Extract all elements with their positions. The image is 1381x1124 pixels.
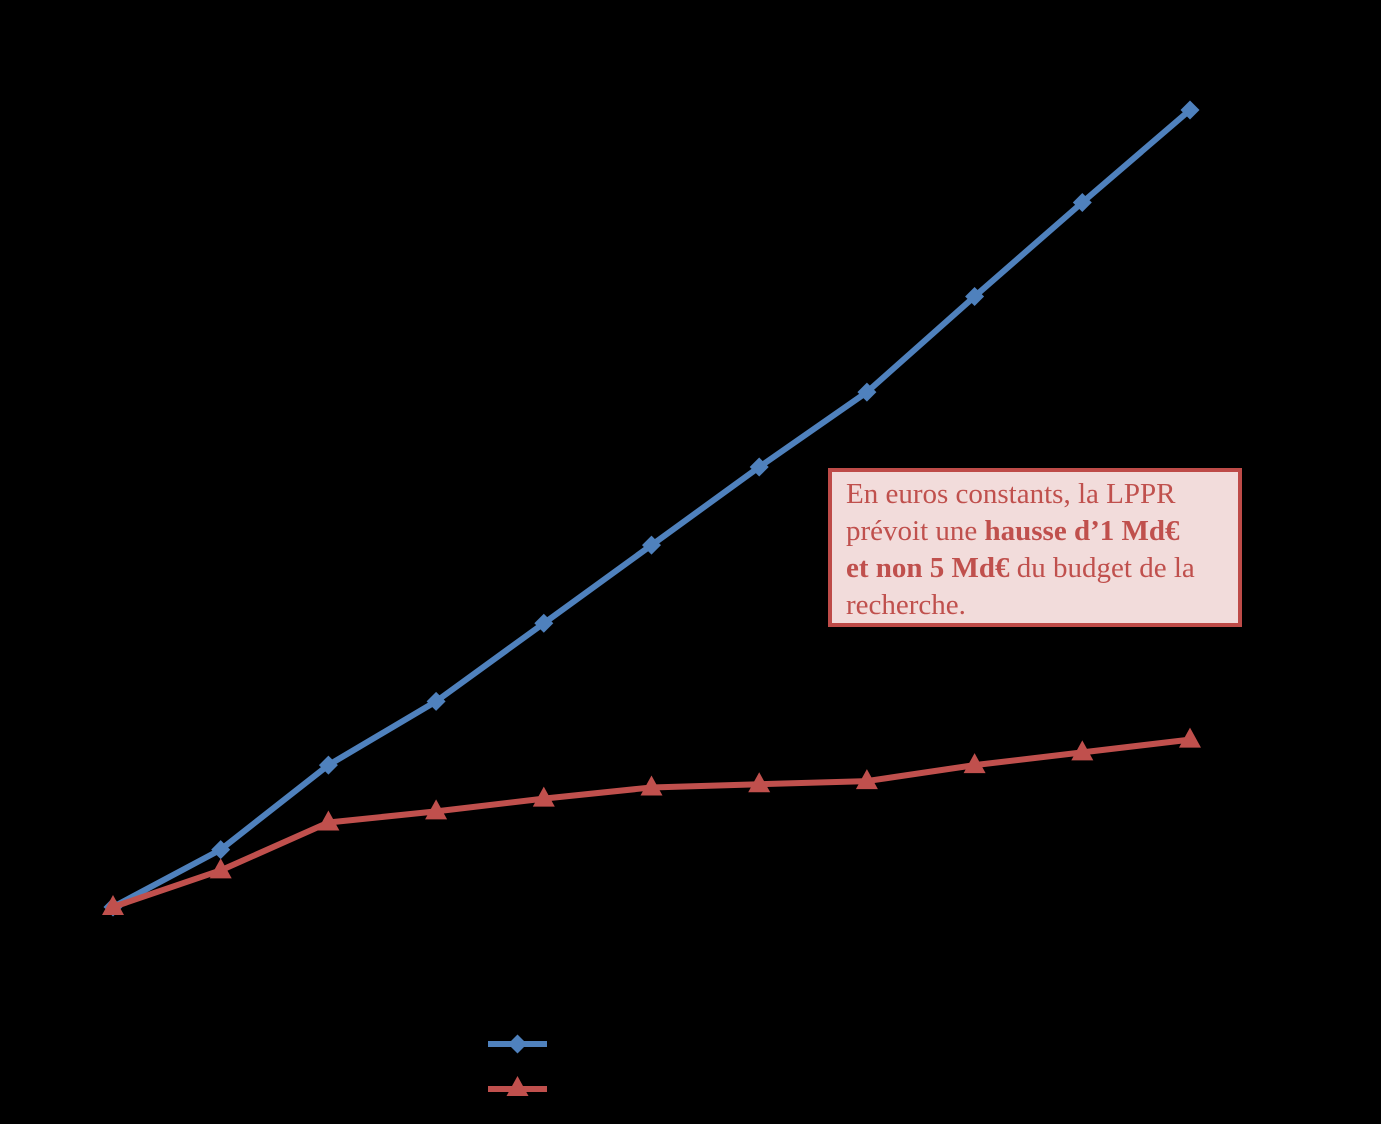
triangle-marker — [1071, 740, 1094, 761]
annotation-text-line: et non 5 Md€ du budget de la — [846, 550, 1226, 587]
annotation-text-run: et non 5 Md€ — [846, 552, 1010, 584]
diamond-marker — [857, 382, 877, 402]
triangle-marker — [209, 858, 232, 879]
diamond-marker — [965, 286, 985, 306]
diamond-marker — [534, 613, 554, 633]
triangle-marker — [425, 799, 448, 820]
legend-diamond-marker — [508, 1034, 527, 1054]
triangle-marker — [855, 769, 878, 790]
diamond-marker — [1072, 192, 1092, 212]
triangle-marker — [963, 753, 986, 774]
triangle-marker — [532, 786, 555, 807]
diamond-marker — [426, 691, 446, 711]
diamond-marker — [749, 457, 769, 477]
diamond-marker — [1180, 100, 1200, 120]
annotation-text-line: recherche. — [846, 587, 1226, 624]
annotation-callout: En euros constants, la LPPR prévoit une h… — [828, 468, 1242, 627]
annotation-text-run: En euros constants, la LPPR — [846, 478, 1176, 510]
legend-triangle-marker — [506, 1076, 529, 1096]
triangle-marker — [640, 775, 663, 796]
triangle-marker — [317, 810, 340, 831]
triangle-marker — [102, 895, 124, 915]
triangle-marker — [748, 772, 771, 793]
triangle-marker — [1179, 727, 1201, 748]
annotation-text-run: prévoit une — [846, 515, 985, 547]
annotation-text-line: En euros constants, la LPPR — [846, 476, 1226, 513]
annotation-text-run: du budget de la — [1009, 552, 1195, 584]
annotation-text-line: prévoit une hausse d’1 Md€ — [846, 513, 1226, 550]
diamond-marker — [318, 755, 338, 775]
series-line-budget-euros-constants — [110, 736, 1193, 910]
annotation-text-run: recherche. — [846, 589, 966, 621]
diamond-marker — [642, 535, 661, 555]
annotation-text-run: hausse d’1 Md€ — [984, 515, 1180, 547]
diamond-marker — [211, 840, 231, 860]
